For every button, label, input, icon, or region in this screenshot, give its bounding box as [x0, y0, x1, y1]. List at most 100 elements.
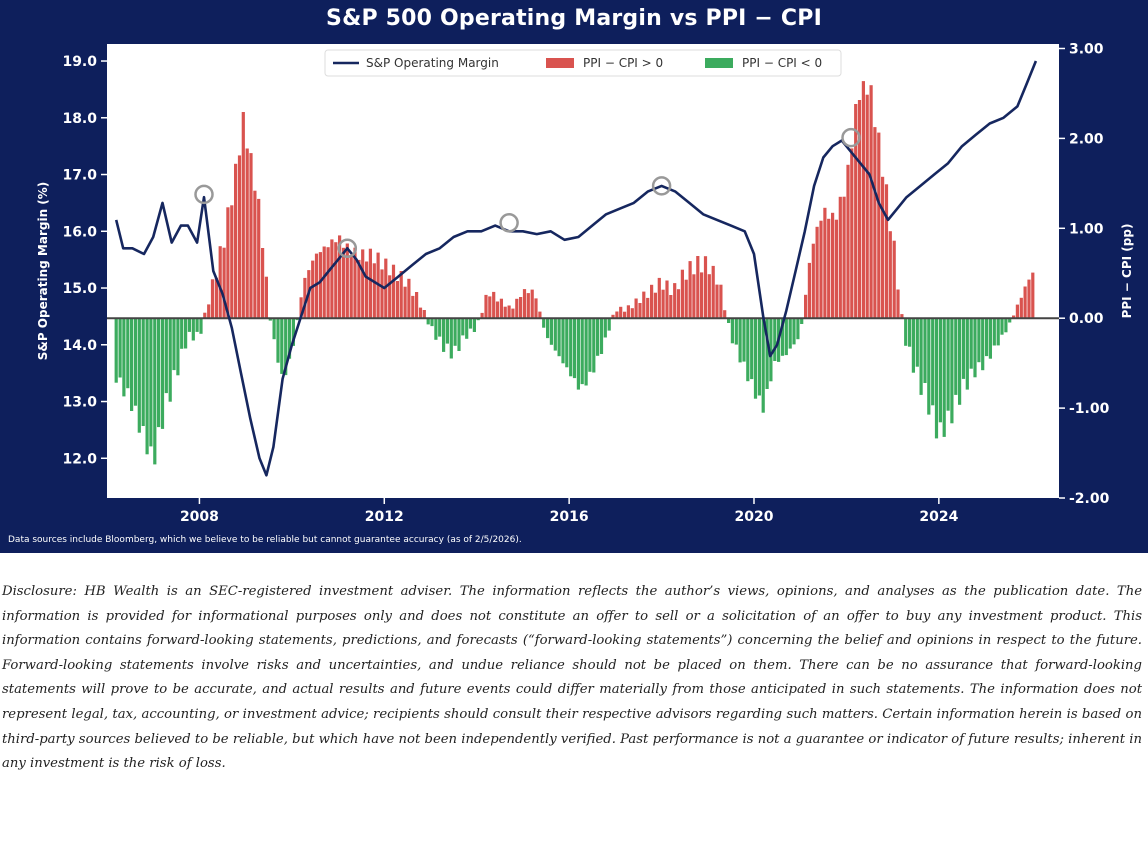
bar-positive — [318, 252, 322, 319]
bar-negative — [923, 318, 927, 383]
bar-negative — [796, 318, 800, 340]
bar-negative — [588, 318, 592, 372]
bar-positive — [203, 312, 207, 319]
bar-positive — [495, 301, 500, 319]
y-left-tick-label: 16.0 — [62, 224, 97, 240]
bar-positive — [341, 247, 346, 319]
bar-negative — [765, 318, 769, 389]
x-axis-ticks: 2008 2012 2016 2020 2024 — [180, 498, 959, 525]
bar-positive — [257, 198, 261, 319]
bar-negative — [992, 318, 996, 346]
legend-positive-swatch — [546, 58, 574, 68]
bar-negative — [291, 318, 295, 346]
bar-negative — [195, 318, 199, 332]
bar-negative — [969, 318, 973, 369]
bar-positive — [368, 248, 372, 319]
bar-negative — [761, 318, 765, 413]
bar-negative — [172, 318, 176, 371]
bar-positive — [846, 164, 850, 319]
bar-positive — [850, 148, 854, 319]
bar-positive — [237, 155, 242, 319]
bar-negative — [465, 318, 469, 339]
bar-negative — [730, 318, 734, 344]
bar-negative — [954, 318, 958, 395]
bar-negative — [457, 318, 461, 351]
bar-negative — [780, 318, 785, 356]
bar-positive — [380, 269, 384, 319]
bar-positive — [811, 243, 815, 319]
bar-negative — [569, 318, 573, 377]
bar-negative — [988, 318, 992, 359]
bar-positive — [264, 276, 268, 319]
bar-positive — [842, 196, 846, 319]
bar-positive — [715, 284, 719, 319]
bar-negative — [985, 318, 989, 357]
bar-negative — [438, 318, 442, 337]
bar-positive — [900, 314, 904, 319]
markers-group — [194, 127, 861, 259]
bar-positive — [534, 298, 538, 319]
bar-negative — [584, 318, 588, 386]
bar-positive — [214, 277, 218, 319]
bar-negative — [942, 318, 946, 437]
bar-negative — [199, 318, 203, 334]
bar-negative — [149, 318, 153, 447]
bar-positive — [815, 226, 819, 319]
bar-negative — [965, 318, 969, 390]
bar-negative — [160, 318, 165, 429]
bar-positive — [623, 311, 627, 319]
bar-negative — [546, 318, 550, 339]
bar-positive — [630, 308, 634, 319]
bar-negative — [284, 318, 288, 376]
chart-svg: 12.0 13.0 14.0 15.0 16.0 17.0 18.0 19.0 -2.00 -1… — [36, 41, 1134, 525]
bar-positive — [626, 305, 630, 319]
bar-positive — [311, 260, 315, 319]
peak-marker — [499, 213, 519, 233]
bar-negative — [1008, 318, 1012, 323]
bar-negative — [468, 318, 473, 329]
bar-positive — [391, 264, 396, 319]
legend-positive-label: PPI − CPI > 0 — [583, 56, 663, 70]
bar-positive — [261, 248, 265, 319]
x-tick-label: 2024 — [919, 509, 958, 525]
bar-negative — [915, 318, 919, 367]
bar-positive — [230, 205, 234, 319]
bar-positive — [353, 247, 357, 319]
bar-positive — [819, 220, 823, 319]
peak-marker — [337, 238, 358, 259]
y-right-tick-label: 0.00 — [1069, 311, 1104, 327]
bar-negative — [164, 318, 168, 394]
bar-positive — [707, 274, 711, 319]
bar-negative — [784, 318, 788, 356]
bar-positive — [411, 295, 415, 319]
bar-positive — [538, 311, 542, 319]
bar-positive — [530, 289, 534, 319]
bar-negative — [727, 318, 731, 323]
bar-positive — [499, 298, 503, 319]
bar-positive — [650, 284, 654, 319]
bar-negative — [800, 318, 804, 324]
disclosure-text: Disclosure: HB Wealth is an SEC-register… — [2, 584, 1142, 772]
bar-negative — [1004, 318, 1008, 333]
bar-positive — [326, 247, 330, 319]
bar-negative — [931, 318, 935, 406]
bar-positive — [1027, 279, 1031, 319]
bar-negative — [453, 318, 457, 346]
bar-negative — [184, 318, 188, 349]
bar-negative — [114, 318, 118, 383]
y-left-tick-label: 15.0 — [62, 281, 97, 297]
bar-positive — [357, 259, 361, 319]
bar-negative — [557, 318, 561, 357]
y-right-tick-label: 3.00 — [1069, 41, 1104, 57]
bar-negative — [746, 318, 750, 382]
bar-positive — [661, 289, 665, 319]
bar-negative — [596, 318, 600, 356]
bar-negative — [599, 318, 604, 354]
bar-positive — [1023, 286, 1027, 319]
bar-negative — [449, 318, 453, 359]
bar-positive — [480, 312, 484, 319]
bar-positive — [245, 148, 249, 319]
bar-positive — [1015, 304, 1019, 319]
bar-positive — [657, 277, 661, 319]
bar-negative — [176, 318, 180, 376]
